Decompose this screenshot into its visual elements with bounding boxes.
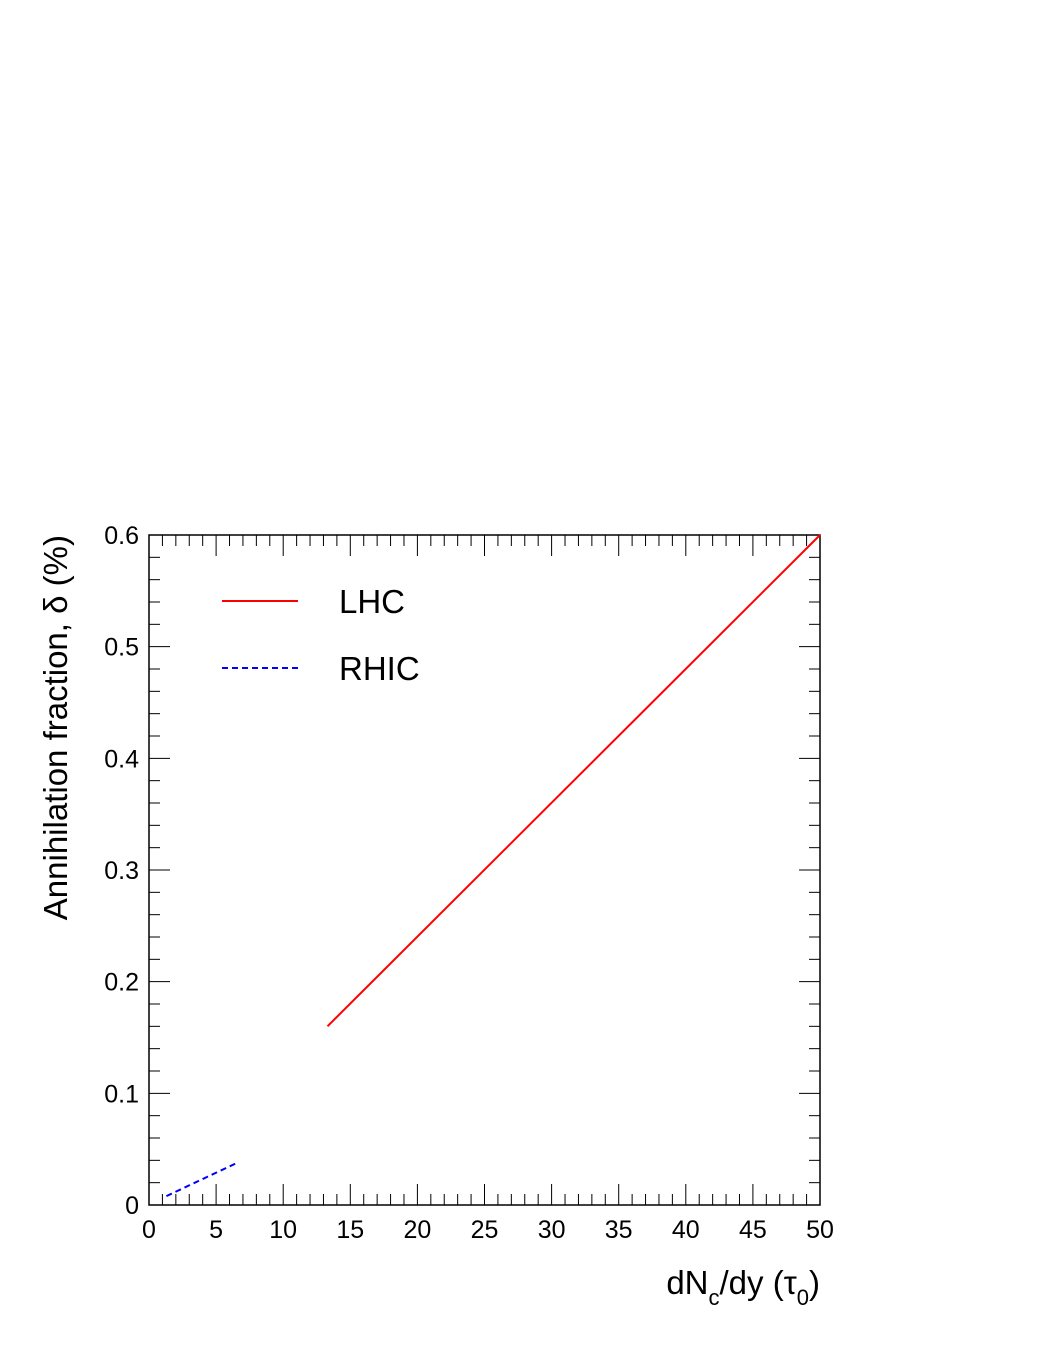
y-tick-label: 0.6 bbox=[104, 522, 139, 550]
x-tick-label: 5 bbox=[209, 1216, 223, 1244]
x-tick-label: 25 bbox=[471, 1216, 499, 1244]
x-tick-label: 10 bbox=[269, 1216, 297, 1244]
x-tick-label: 35 bbox=[605, 1216, 633, 1244]
y-tick-label: 0.1 bbox=[104, 1080, 139, 1108]
x-axis-title-mid: /dy ( bbox=[720, 1264, 784, 1301]
x-axis-title-tau: τ bbox=[784, 1264, 797, 1301]
x-tick-label: 20 bbox=[403, 1216, 431, 1244]
legend: LHC RHIC bbox=[222, 583, 420, 687]
x-tick-label: 45 bbox=[739, 1216, 767, 1244]
x-tick-label: 40 bbox=[672, 1216, 700, 1244]
ticks-layer bbox=[148, 534, 821, 1206]
tick-labels-layer: 0 5 10 15 20 25 30 35 40 45 50 0 0.1 0.2 0.3 0.4 0.5 0.6 bbox=[104, 522, 834, 1244]
y-tick-label: 0 bbox=[125, 1192, 139, 1220]
x-tick-label: 0 bbox=[142, 1216, 156, 1244]
x-axis-title-sub-0: 0 bbox=[797, 1285, 809, 1310]
x-tick-label: 30 bbox=[538, 1216, 566, 1244]
series-line-lhc bbox=[326, 534, 821, 1028]
legend-label-lhc: LHC bbox=[339, 583, 405, 620]
x-axis-title: dNc/dy (τ0) bbox=[666, 1264, 820, 1310]
y-tick-label: 0.3 bbox=[104, 857, 139, 885]
x-axis-title-main: dN bbox=[666, 1264, 708, 1301]
y-axis-title: Annihilation fraction, δ (%) bbox=[37, 535, 74, 920]
x-tick-label: 50 bbox=[806, 1216, 834, 1244]
x-axis-title-end: ) bbox=[809, 1264, 820, 1301]
series-layer bbox=[165, 534, 821, 1198]
y-tick-label: 0.4 bbox=[104, 745, 139, 773]
y-tick-label: 0.2 bbox=[104, 969, 139, 997]
legend-label-rhic: RHIC bbox=[339, 650, 420, 687]
x-tick-label: 15 bbox=[336, 1216, 364, 1244]
x-axis-title-sub-c: c bbox=[709, 1285, 720, 1310]
series-line-rhic bbox=[165, 1161, 239, 1198]
y-tick-label: 0.5 bbox=[104, 634, 139, 662]
